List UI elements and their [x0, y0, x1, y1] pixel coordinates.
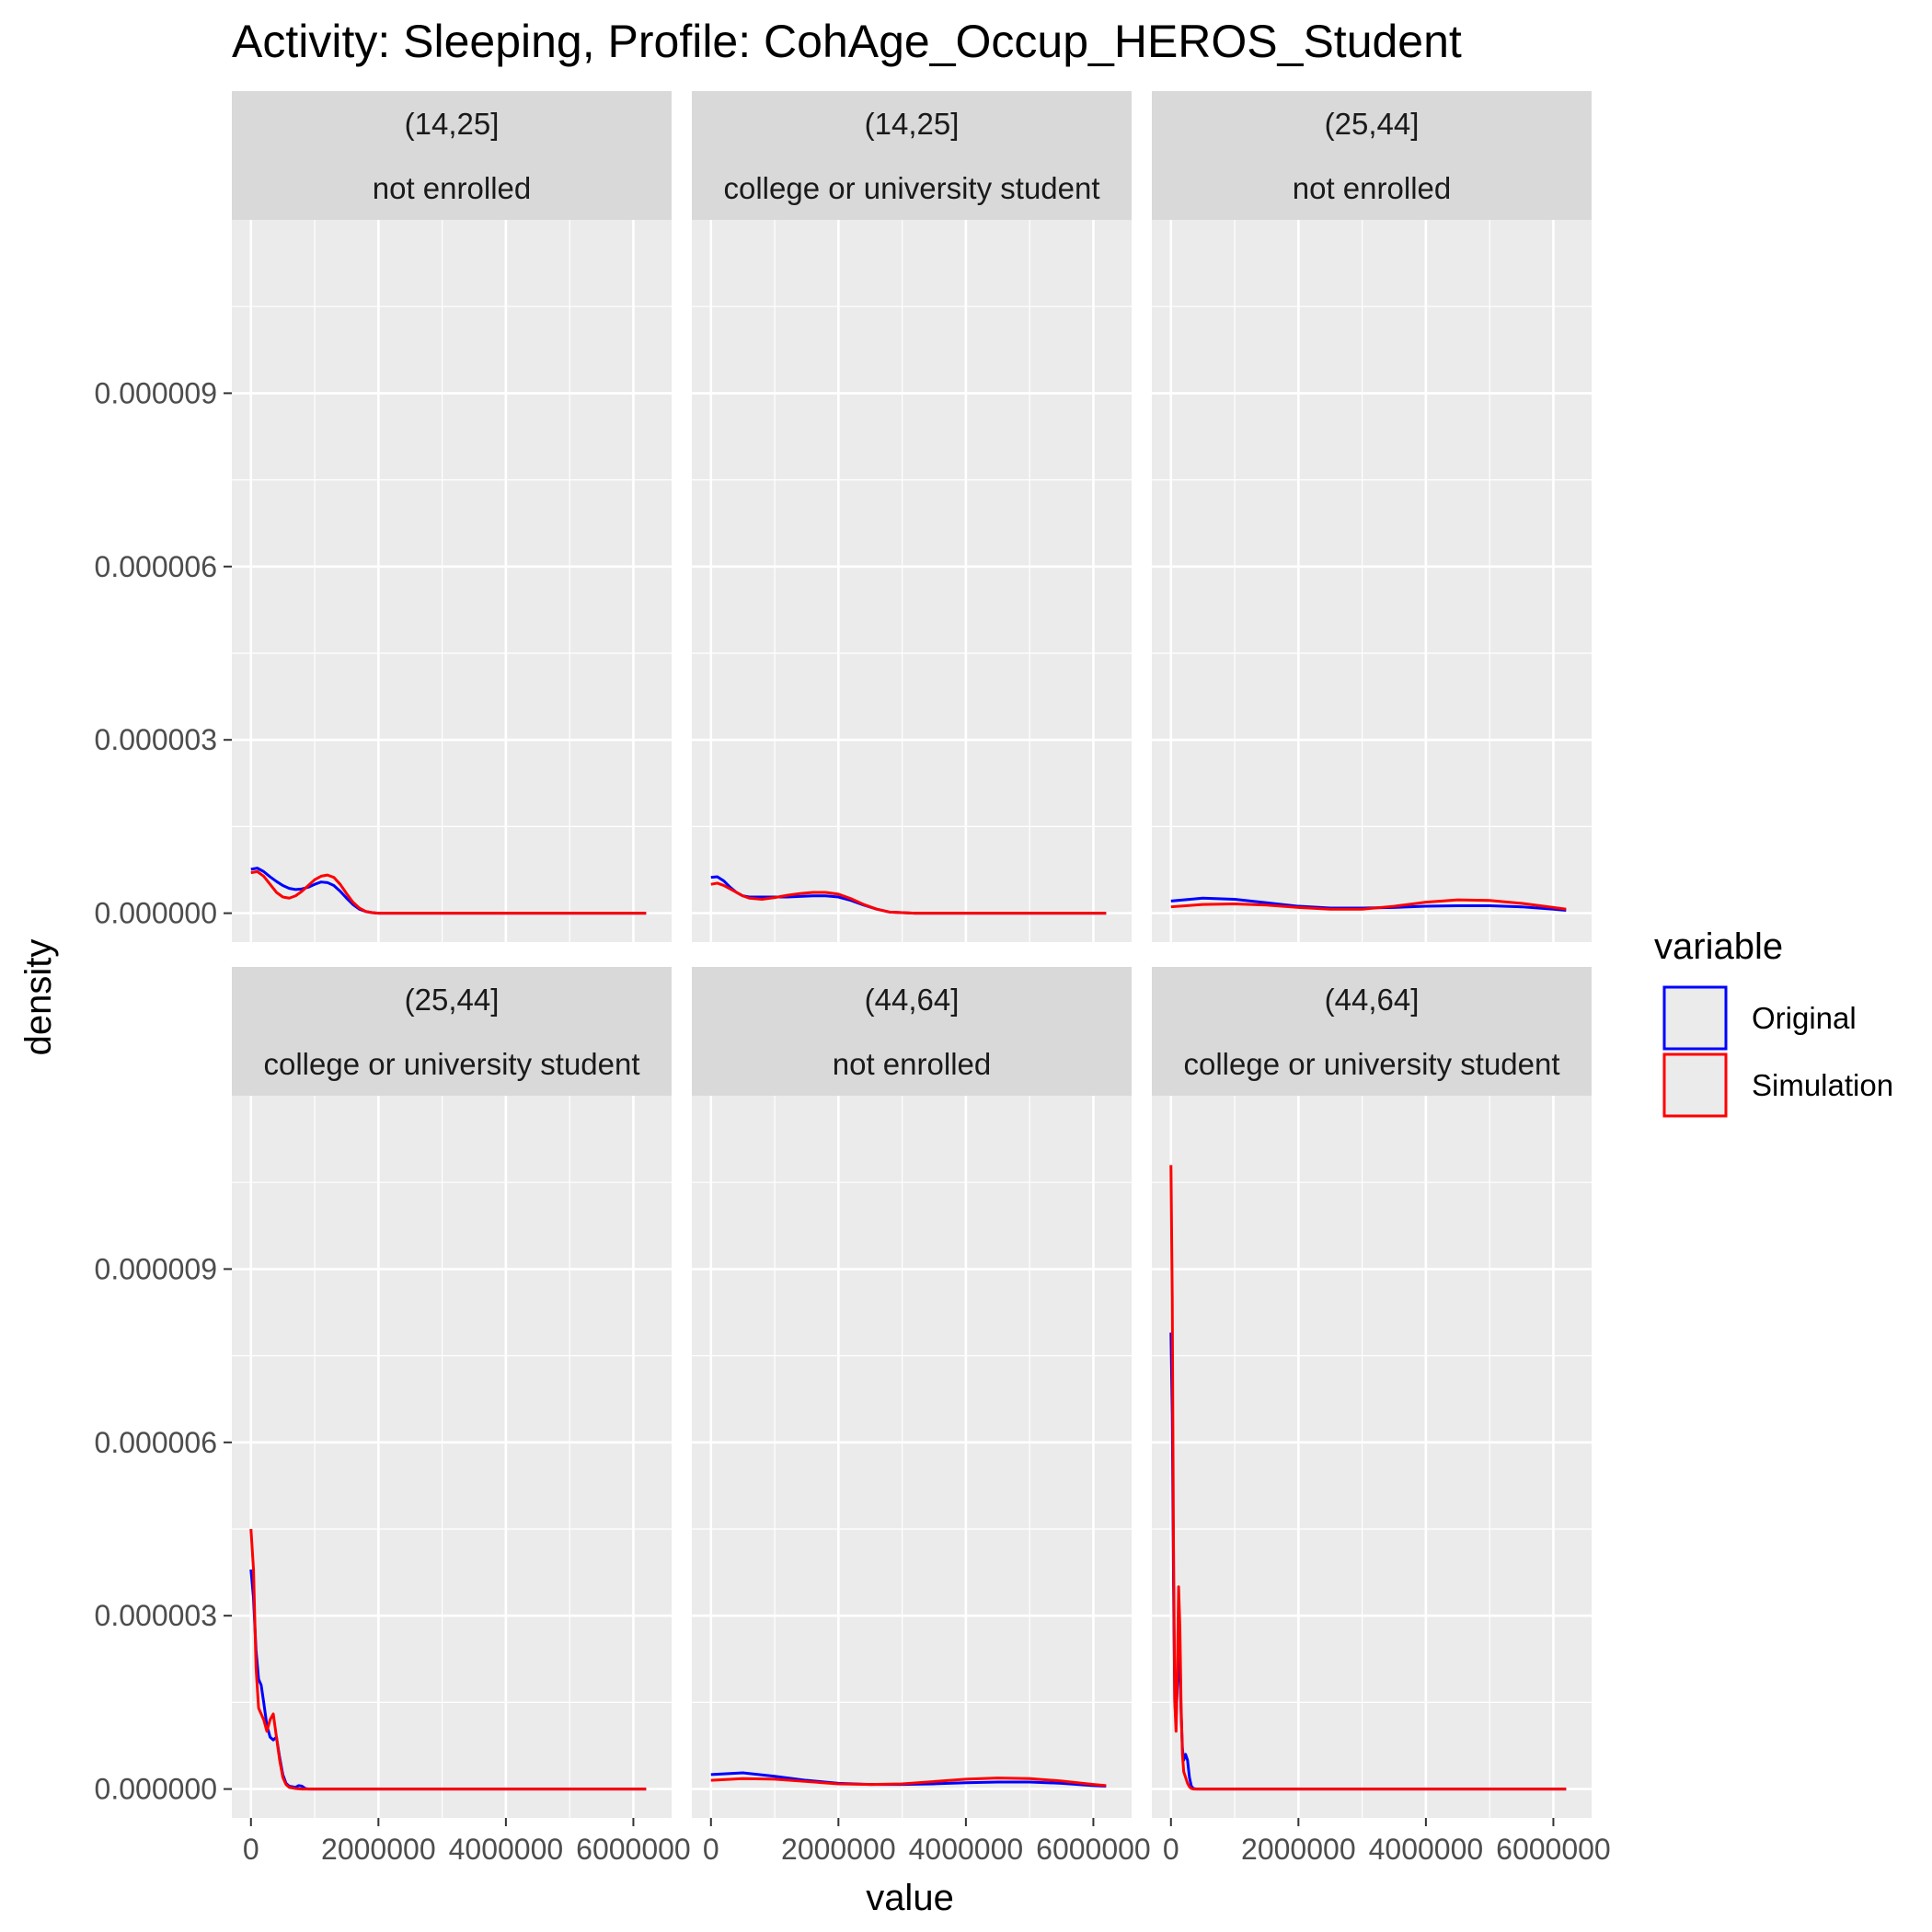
facet-strip-label: college or university student	[1183, 1047, 1559, 1081]
legend-key-simulation	[1662, 1052, 1728, 1118]
y-tick-label: 0.000000	[95, 897, 217, 930]
facet-panel-4: (25,44] college or university student	[232, 967, 672, 1818]
panel-background	[232, 1096, 672, 1818]
facet-strip-label: not enrolled	[373, 171, 531, 205]
y-axis-title: density	[18, 939, 59, 1056]
facet-strip	[232, 91, 672, 220]
x-tick-label: 2000000	[1241, 1833, 1356, 1866]
facet-strip	[692, 91, 1132, 220]
facet-strip-label: not enrolled	[1293, 171, 1451, 205]
series-line-simulation	[1169, 1165, 1567, 1791]
panels-layer: (14,25] not enrolled (14,25] college or uni…	[232, 91, 1592, 1818]
y-tick-label: 0.000006	[95, 550, 217, 583]
x-tick-label: 4000000	[449, 1833, 564, 1866]
x-tick-label: 6000000	[1496, 1833, 1611, 1866]
facet-strip	[692, 967, 1132, 1096]
facet-panel-5: (44,64] not enrolled	[692, 967, 1132, 1818]
series-line-simulation	[1170, 898, 1567, 911]
panel-background	[232, 220, 672, 942]
x-tick-label: 0	[703, 1833, 719, 1866]
facet-panel-2: (14,25] college or university student	[692, 91, 1132, 942]
facet-strip-label: not enrolled	[833, 1047, 991, 1081]
y-tick-label: 0.000009	[95, 1252, 217, 1285]
y-axis-layer: 0.000000 0.000003 0.000006 0.000009 0.000000…	[95, 376, 232, 1806]
facet-strip	[1152, 91, 1592, 220]
facet-strip-label: college or university student	[723, 171, 1099, 205]
facet-strip-label: (25,44]	[1325, 107, 1420, 141]
chart-title: Activity: Sleeping, Profile: CohAge_Occu…	[232, 16, 1462, 67]
y-tick-label: 0.000003	[95, 1599, 217, 1632]
facet-strip-label: (44,64]	[865, 983, 960, 1017]
facet-strip-label: (14,25]	[405, 107, 500, 141]
facet-strip-label: (14,25]	[865, 107, 960, 141]
facet-panel-6: (44,64] college or university student	[1152, 967, 1592, 1818]
facet-strip	[1152, 967, 1592, 1096]
facet-strip-label: (25,44]	[405, 983, 500, 1017]
x-axis-layer: 0 2000000 4000000 6000000 0 2000000 4000000 600…	[243, 1818, 1611, 1866]
legend-label-simulation: Simulation	[1752, 1068, 1893, 1102]
x-tick-label: 0	[243, 1833, 259, 1866]
facet-strip-label: (44,64]	[1325, 983, 1420, 1017]
facet-strip	[232, 967, 672, 1096]
x-tick-label: 4000000	[909, 1833, 1024, 1866]
x-tick-label: 6000000	[576, 1833, 691, 1866]
y-tick-label: 0.000000	[95, 1773, 217, 1806]
facet-strip-label: college or university student	[263, 1047, 639, 1081]
x-axis-title: value	[866, 1878, 954, 1918]
series-line-simulation	[249, 1528, 647, 1791]
facet-panel-3: (25,44] not enrolled	[1152, 91, 1592, 942]
series-line-simulation	[710, 881, 1107, 915]
series-line-simulation	[710, 1777, 1107, 1788]
legend-label-original: Original	[1752, 1001, 1857, 1035]
panel-background	[692, 1096, 1132, 1818]
panel-background	[1152, 220, 1592, 942]
x-tick-label: 2000000	[781, 1833, 896, 1866]
x-tick-label: 6000000	[1036, 1833, 1151, 1866]
facet-panel-1: (14,25] not enrolled	[232, 91, 672, 942]
series-line-original	[710, 1771, 1107, 1788]
x-tick-label: 4000000	[1369, 1833, 1484, 1866]
panel-background	[692, 220, 1132, 942]
legend: variable Original Simulation	[1654, 926, 1893, 1118]
y-tick-label: 0.000006	[95, 1426, 217, 1459]
x-tick-label: 0	[1163, 1833, 1179, 1866]
y-tick-label: 0.000009	[95, 376, 217, 409]
x-tick-label: 2000000	[321, 1833, 436, 1866]
legend-key-original	[1662, 985, 1728, 1051]
panel-background	[1152, 1096, 1592, 1818]
y-tick-label: 0.000003	[95, 723, 217, 756]
series-line-simulation	[250, 869, 647, 915]
legend-title: variable	[1654, 926, 1783, 967]
